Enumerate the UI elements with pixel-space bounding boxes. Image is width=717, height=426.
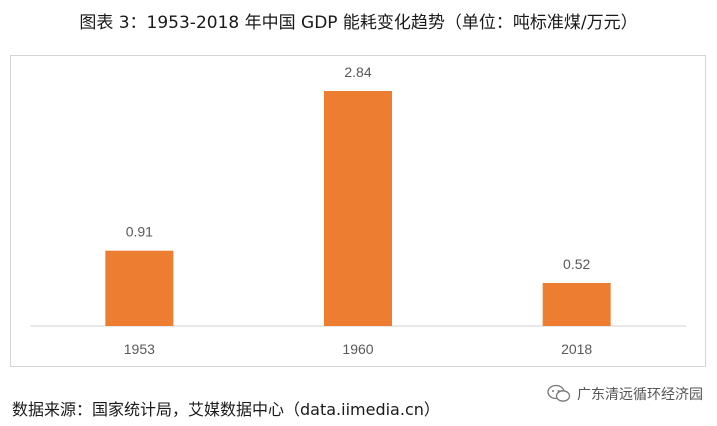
chart-frame	[10, 55, 706, 367]
bar-2018	[542, 282, 611, 326]
wechat-icon	[547, 384, 571, 402]
data-label-1953: 0.91	[126, 224, 153, 240]
bar-1960	[324, 91, 392, 326]
x-tick-label-2018: 2018	[561, 341, 592, 357]
chart-title: 图表 3：1953-2018 年中国 GDP 能耗变化趋势（单位：吨标准煤/万元…	[79, 13, 638, 33]
watermark-text: 广东清远循环经济园	[577, 387, 703, 403]
watermark: 广东清远循环经济园	[547, 384, 703, 404]
x-tick-label-1960: 1960	[342, 341, 373, 357]
data-label-2018: 0.52	[563, 256, 590, 272]
source-note: 数据来源：国家统计局，艾媒数据中心（data.iimedia.cn）	[12, 400, 440, 419]
data-label-1960: 2.84	[344, 64, 371, 80]
bar-1953	[105, 250, 174, 326]
x-tick-label-1953: 1953	[124, 341, 155, 357]
